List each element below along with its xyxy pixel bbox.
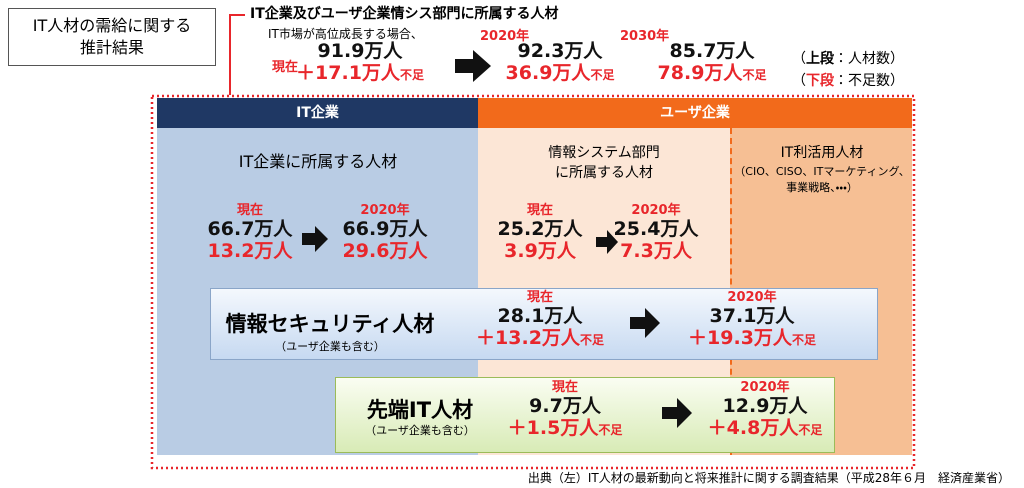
- label: 2030年: [620, 29, 670, 44]
- shortage: 29.6万人: [342, 239, 428, 262]
- special-note: （ユーザ企業も含む）: [365, 424, 475, 437]
- column: 91.9万人 ＋17.1万人不足: [296, 40, 424, 85]
- column: 2020年 37.1万人 ＋19.3万人不足: [688, 290, 816, 350]
- suffix: 不足: [579, 332, 604, 347]
- suffix: 不足: [598, 422, 623, 437]
- title-line: 情報システム部門: [548, 145, 660, 161]
- supply: 9.7万人: [529, 394, 601, 417]
- column: 92.3万人 36.9万人不足: [505, 40, 615, 85]
- special-note: （ユーザ企業も含む）: [275, 340, 385, 353]
- arrow: [630, 308, 660, 338]
- supply: 92.3万人: [517, 40, 603, 62]
- supply: 85.7万人: [669, 40, 755, 62]
- shortage: 3.9万人: [504, 239, 576, 262]
- title-box: IT人材の需給に関する 推計結果: [8, 8, 216, 66]
- shortage: 36.9万人不足: [505, 61, 615, 85]
- shortage-value: ＋13.2万人: [476, 326, 580, 349]
- column: 現在 9.7万人 ＋1.5万人不足: [507, 380, 623, 440]
- legend-open: （: [792, 51, 806, 67]
- source: 出典（左）IT人材の最新動向と将来推計に関する調査結果（平成28年６月 経済産業…: [527, 471, 1010, 485]
- panel-title: IT企業に所属する人材: [238, 152, 398, 171]
- shortage: ＋4.8万人不足: [707, 416, 823, 440]
- shortage: 78.9万人不足: [657, 61, 767, 85]
- suffix: 不足: [791, 332, 816, 347]
- shortage: ＋1.5万人不足: [507, 416, 623, 440]
- shortage-value: ＋17.1万人: [296, 61, 400, 84]
- supply: 28.1万人: [497, 304, 583, 327]
- header-it: IT企業: [157, 98, 478, 128]
- condition: IT市場が高位成長する場合、: [268, 27, 423, 41]
- label: 現在: [526, 290, 553, 305]
- legend-key: 下段: [806, 73, 834, 89]
- arrow: [596, 230, 618, 254]
- panel-title: 情報システム部門 に所属する人材: [548, 143, 660, 183]
- legend-text: ：人材数）: [834, 51, 904, 67]
- dotted-frame: [150, 94, 916, 470]
- column: 85.7万人 78.9万人不足: [657, 40, 767, 85]
- title-line: に所属する人材: [555, 165, 653, 181]
- shortage-value: ＋1.5万人: [507, 416, 599, 439]
- title-line: IT利活用人材: [780, 145, 864, 161]
- legend-text: ：不足数）: [834, 73, 904, 89]
- legend-key: 上段: [806, 51, 834, 67]
- shortage: ＋13.2万人不足: [476, 326, 604, 350]
- supply: 66.9万人: [342, 217, 428, 240]
- title-line: 事業戦略、・・・）: [786, 181, 858, 194]
- shortage: 13.2万人: [207, 239, 293, 262]
- shortage: ＋19.3万人不足: [688, 326, 816, 350]
- supply: 12.9万人: [722, 394, 808, 417]
- column: 2020年 66.9万人 29.6万人: [342, 203, 428, 263]
- label: 現在: [236, 203, 264, 218]
- arrow: [302, 226, 328, 252]
- special-name: 情報セキュリティ人材: [225, 312, 435, 336]
- suffix: 不足: [399, 67, 424, 82]
- supply: 66.7万人: [207, 217, 293, 240]
- arrow: [455, 50, 491, 82]
- arrow: [662, 398, 692, 428]
- column: 現在 25.2万人 3.9万人: [497, 203, 583, 263]
- column: 現在 66.7万人 13.2万人: [207, 203, 293, 263]
- shortage: ＋17.1万人不足: [296, 61, 424, 85]
- label: 2020年: [480, 29, 530, 44]
- shortage-value: 78.9万人: [657, 61, 743, 84]
- special-box: [335, 377, 835, 453]
- legend: （上段：人材数） （下段：不足数）: [792, 48, 904, 92]
- supply: 91.9万人: [317, 40, 403, 62]
- supply: 25.4万人: [613, 217, 699, 240]
- special-name: 先端IT人材: [366, 398, 474, 422]
- special-box: [210, 288, 878, 360]
- shortage-value: ＋4.8万人: [707, 416, 799, 439]
- title-line: （CIO、CISO、ITマーケティング、: [734, 165, 910, 178]
- title-line: IT人材の需給に関する: [32, 16, 192, 35]
- bracket: [229, 14, 245, 95]
- title-line: 推計結果: [79, 38, 144, 57]
- label: 2020年: [360, 203, 410, 218]
- legend-item: （下段：不足数）: [792, 70, 904, 92]
- supply: 37.1万人: [709, 304, 795, 327]
- shortage: 7.3万人: [620, 239, 692, 262]
- shortage-value: ＋19.3万人: [688, 326, 792, 349]
- suffix: 不足: [742, 67, 767, 82]
- header-user: ユーザ企業: [478, 98, 912, 128]
- shortage-value: 36.9万人: [505, 61, 591, 84]
- column: 2020年 12.9万人 ＋4.8万人不足: [707, 380, 823, 440]
- label: 現在: [272, 60, 299, 75]
- suffix: 不足: [798, 422, 823, 437]
- overall-heading: IT企業及びユーザ企業情シス部門に所属する人材: [250, 6, 559, 22]
- column: 現在 28.1万人 ＋13.2万人不足: [476, 290, 604, 350]
- label: 2020年: [631, 203, 681, 218]
- label: 2020年: [740, 380, 790, 395]
- supply: 25.2万人: [497, 217, 583, 240]
- panel-title: IT利活用人材 （CIO、CISO、ITマーケティング、 事業戦略、・・・）: [734, 145, 909, 196]
- label: 2020年: [727, 290, 777, 305]
- legend-item: （上段：人材数）: [792, 48, 904, 70]
- label: 現在: [526, 203, 554, 218]
- column: 2020年 25.4万人 7.3万人: [613, 203, 699, 263]
- legend-open: （: [792, 73, 806, 89]
- suffix: 不足: [590, 67, 615, 82]
- label: 現在: [551, 380, 578, 395]
